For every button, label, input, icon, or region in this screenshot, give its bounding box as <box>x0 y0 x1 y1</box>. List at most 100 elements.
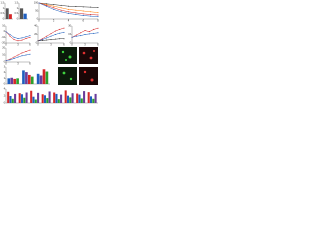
x-tick-label: 6 <box>63 44 65 47</box>
bar <box>25 92 28 103</box>
point <box>46 37 48 39</box>
point <box>82 13 84 15</box>
point <box>37 40 39 42</box>
bar <box>11 98 14 103</box>
point <box>13 39 15 41</box>
y-tick-label: 1 <box>17 7 19 10</box>
x-tick-label: 0 <box>5 63 7 66</box>
micrograph-cell <box>65 59 67 61</box>
point <box>45 4 47 6</box>
point <box>25 36 27 38</box>
point <box>60 9 62 11</box>
point <box>90 15 92 17</box>
bar <box>78 94 81 103</box>
page: 0 0.5 1 1.5 0 0.5 1 1.5 0 50 100 0 2 4 6 8 -20 -10 0 10 0 3 6 0… <box>0 0 320 106</box>
bar <box>25 72 28 84</box>
point <box>59 28 61 30</box>
point <box>41 39 43 41</box>
point <box>17 54 19 56</box>
micrograph <box>58 47 77 64</box>
point <box>63 31 65 33</box>
y-tick-label: 1 <box>4 77 6 80</box>
x-tick-label: 2 <box>53 20 55 23</box>
micrograph-cell <box>83 70 87 74</box>
point <box>29 35 31 37</box>
y-tick-label: 0 <box>3 18 5 21</box>
point <box>80 35 82 37</box>
y-tick-label: 50 <box>35 10 38 13</box>
line-series <box>38 2 99 13</box>
point <box>54 34 56 35</box>
y-tick-label: 0 <box>36 42 38 45</box>
y-tick-label: 0 <box>17 18 19 21</box>
point <box>9 59 11 61</box>
point <box>68 11 69 13</box>
point <box>84 34 86 35</box>
bar <box>71 93 74 103</box>
micrograph-cell <box>90 78 94 82</box>
y-tick-label: 0 <box>37 18 39 21</box>
bar <box>66 95 70 103</box>
point <box>53 4 55 6</box>
point <box>41 39 43 41</box>
point <box>17 40 19 42</box>
y-tick-label: 20 <box>34 33 37 36</box>
micrograph-cell <box>89 56 93 60</box>
bar <box>32 96 35 103</box>
point <box>17 56 19 58</box>
bar <box>16 78 19 84</box>
bar <box>92 98 95 103</box>
point <box>84 30 86 32</box>
point <box>9 35 11 37</box>
point <box>13 58 15 59</box>
point <box>45 3 47 5</box>
y-tick-label: 0 <box>70 42 72 45</box>
point <box>82 6 84 8</box>
bar <box>37 92 40 103</box>
y-tick-label: 2 <box>4 71 6 74</box>
bar <box>87 92 90 103</box>
micrograph-cell <box>69 77 73 81</box>
point <box>68 5 69 7</box>
bar <box>23 97 26 103</box>
point <box>97 32 99 34</box>
point <box>68 8 69 10</box>
point <box>80 32 82 34</box>
point <box>25 37 27 39</box>
point <box>75 35 77 37</box>
micrograph-cell <box>82 51 86 55</box>
point <box>46 39 48 41</box>
point <box>75 6 77 8</box>
y-tick-label: 0.5 <box>1 12 5 15</box>
point <box>21 52 23 54</box>
point <box>38 2 40 4</box>
y-tick-label: 0 <box>4 61 6 64</box>
point <box>53 8 55 10</box>
y-tick-label: 0 <box>4 102 6 105</box>
y-tick-label: 40 <box>34 25 37 28</box>
bar <box>69 97 72 103</box>
point <box>90 14 92 16</box>
micrograph-cell <box>62 71 66 75</box>
bar <box>57 99 60 103</box>
y-tick-label: 10 <box>2 25 5 28</box>
point <box>60 11 62 13</box>
bar <box>13 78 16 84</box>
x-tick-label: 6 <box>97 44 99 47</box>
point <box>53 7 55 9</box>
point <box>88 33 90 35</box>
point <box>9 58 11 60</box>
point <box>41 38 43 40</box>
y-tick-label: 1.5 <box>15 2 19 5</box>
point <box>5 31 7 33</box>
bar <box>9 14 12 19</box>
bar <box>41 94 44 103</box>
point <box>54 30 56 32</box>
point <box>90 11 92 13</box>
point <box>29 49 31 51</box>
y-tick-label: 10 <box>2 54 5 57</box>
x-tick-label: 3 <box>17 63 19 66</box>
point <box>75 9 77 11</box>
bar <box>94 93 97 103</box>
bar <box>80 98 83 103</box>
